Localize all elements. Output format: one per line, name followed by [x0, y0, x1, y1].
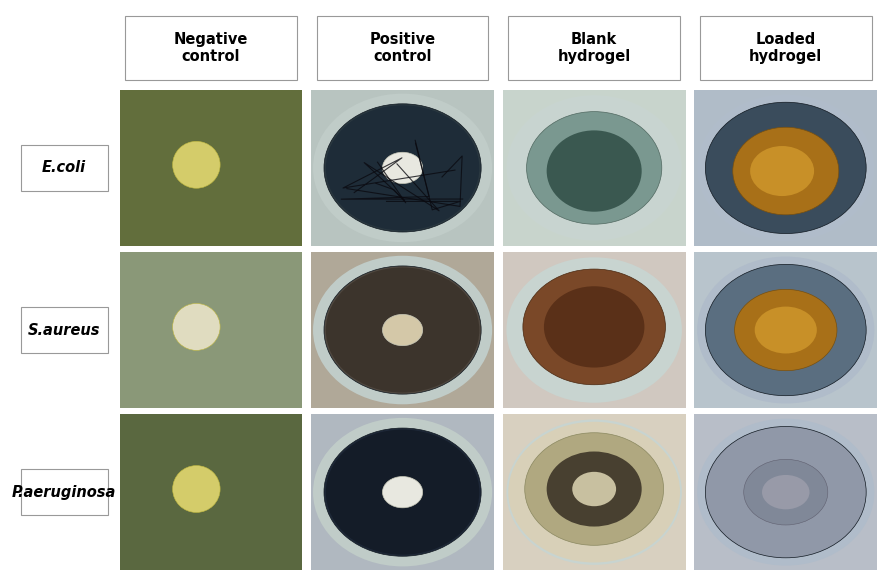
Text: Positive
control: Positive control [369, 32, 436, 64]
Text: Loaded
hydrogel: Loaded hydrogel [750, 32, 822, 64]
Ellipse shape [734, 290, 837, 371]
Ellipse shape [697, 419, 874, 566]
Ellipse shape [313, 418, 492, 566]
Ellipse shape [173, 303, 220, 350]
Ellipse shape [547, 452, 641, 526]
FancyBboxPatch shape [20, 307, 108, 353]
Text: P.aeruginosa: P.aeruginosa [12, 485, 116, 500]
FancyBboxPatch shape [20, 145, 108, 190]
Ellipse shape [313, 94, 492, 242]
Ellipse shape [743, 459, 828, 525]
FancyBboxPatch shape [20, 470, 108, 515]
Ellipse shape [523, 269, 665, 384]
Text: Blank
hydrogel: Blank hydrogel [557, 32, 631, 64]
Ellipse shape [705, 427, 867, 558]
Ellipse shape [526, 112, 662, 224]
Ellipse shape [705, 265, 867, 395]
Text: S.aureus: S.aureus [28, 323, 100, 338]
Ellipse shape [697, 256, 874, 404]
Ellipse shape [507, 419, 682, 565]
Ellipse shape [525, 433, 664, 545]
Ellipse shape [326, 267, 479, 393]
Ellipse shape [547, 130, 641, 212]
Ellipse shape [383, 152, 423, 184]
Ellipse shape [697, 94, 874, 241]
Ellipse shape [324, 104, 481, 232]
Ellipse shape [507, 257, 682, 403]
Ellipse shape [572, 472, 616, 506]
Ellipse shape [705, 102, 867, 233]
Ellipse shape [324, 428, 481, 556]
FancyBboxPatch shape [316, 16, 488, 80]
FancyBboxPatch shape [700, 16, 872, 80]
Ellipse shape [509, 422, 680, 562]
Ellipse shape [544, 286, 644, 368]
Ellipse shape [383, 477, 423, 508]
Ellipse shape [383, 314, 423, 346]
FancyBboxPatch shape [125, 16, 297, 80]
FancyBboxPatch shape [509, 16, 680, 80]
Ellipse shape [755, 307, 817, 353]
Ellipse shape [326, 105, 479, 230]
Ellipse shape [324, 266, 481, 394]
Ellipse shape [750, 146, 814, 196]
Ellipse shape [173, 466, 220, 512]
Text: Negative
control: Negative control [174, 32, 248, 64]
Ellipse shape [173, 141, 220, 188]
Ellipse shape [313, 256, 492, 404]
Text: E.coli: E.coli [43, 160, 86, 175]
Ellipse shape [507, 95, 682, 241]
Ellipse shape [326, 430, 479, 555]
Ellipse shape [762, 475, 810, 510]
Ellipse shape [733, 127, 839, 215]
